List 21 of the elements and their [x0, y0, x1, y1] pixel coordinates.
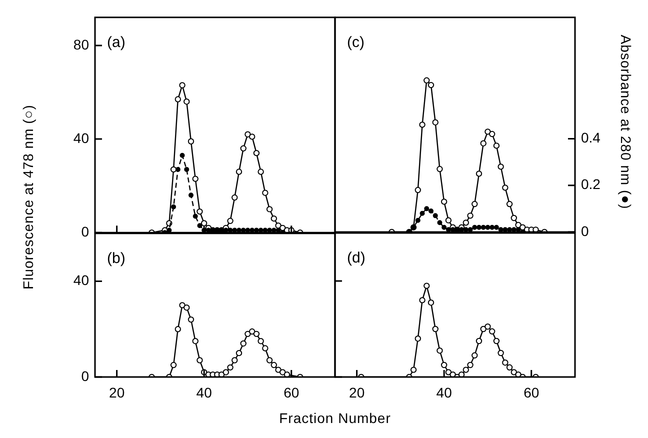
y-axis-title: Fluorescence at 478 nm (○): [20, 104, 36, 290]
y2-axis-title: Absorbance at 280 nm (●): [618, 34, 634, 210]
x-tick-label: 20: [349, 384, 365, 400]
annotation: (a): [107, 34, 126, 51]
y-tick-label: 40: [73, 129, 90, 146]
x-tick-label: 60: [284, 384, 300, 400]
y2-tick-label: 0: [581, 222, 589, 238]
y-tick-label: 40: [73, 272, 90, 288]
annotation: (b): [107, 250, 126, 267]
annotation: (c): [347, 34, 364, 51]
x-tick-label: 40: [436, 384, 452, 400]
y2-tick-label: 0.4: [581, 129, 601, 146]
x-tick-label: 60: [524, 384, 540, 400]
y-tick-label: 80: [73, 36, 90, 52]
y-tick-label: 0: [81, 367, 90, 384]
annotation: (d): [347, 250, 366, 267]
x-tick-label: 20: [109, 384, 125, 400]
y2-tick-label: 0.2: [581, 176, 601, 192]
x-axis-title: Fraction Number: [279, 410, 391, 426]
x-tick-label: 40: [196, 384, 212, 400]
y-tick-label: 0: [81, 223, 90, 240]
